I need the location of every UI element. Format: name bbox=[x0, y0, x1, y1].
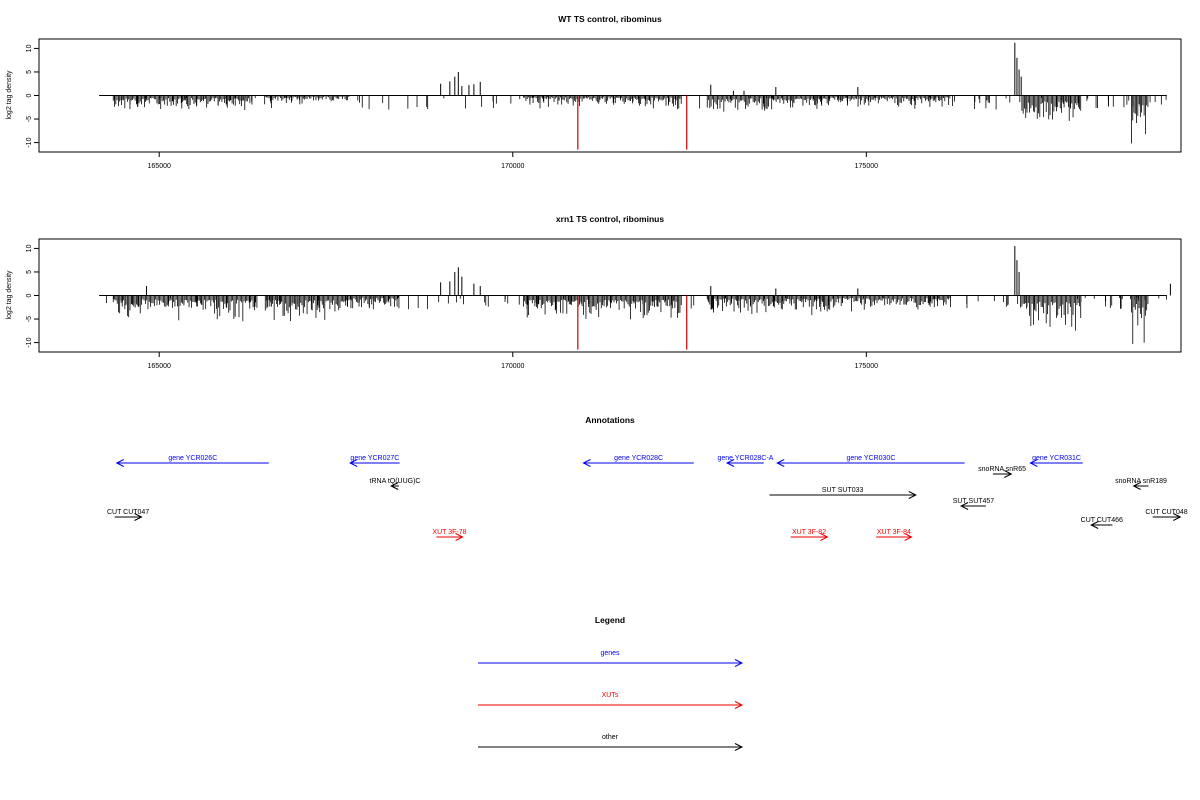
legend-label: XUTs bbox=[602, 692, 619, 699]
annotation-feature: XUT 3F-78 bbox=[432, 529, 467, 541]
feature-arrow-head bbox=[725, 459, 735, 467]
legend-panel: Legend genes XUTs other bbox=[478, 615, 744, 751]
wt-y-ticks: 10 5 0 -5 -10 bbox=[26, 44, 39, 148]
feature-label: CUT CUT466 bbox=[1081, 517, 1123, 524]
feature-label: CUT CUT048 bbox=[1145, 509, 1187, 516]
y-tick-label: 10 bbox=[26, 44, 33, 52]
feature-arrow-head bbox=[134, 513, 143, 521]
feature-label: tRNA tQ(UUG)C bbox=[370, 478, 421, 485]
legend-label: genes bbox=[600, 650, 620, 657]
legend-title: Legend bbox=[595, 615, 625, 625]
feature-arrow-head bbox=[115, 459, 125, 467]
legend-label: other bbox=[602, 734, 619, 741]
annotations-title: Annotations bbox=[585, 415, 635, 425]
y-tick-label: -5 bbox=[26, 316, 33, 322]
xrn1-track-panel: xrn1 TS control, ribominus log2 tag dens… bbox=[6, 214, 1182, 370]
feature-arrow-head bbox=[349, 459, 358, 467]
feature-arrow-head bbox=[582, 459, 591, 467]
feature-label: gene YCR028C bbox=[614, 455, 663, 462]
feature-arrow-head bbox=[1132, 482, 1141, 490]
wt-x-ticks: 165000 170000 175000 bbox=[148, 152, 878, 170]
y-tick-label: -10 bbox=[26, 337, 33, 347]
legend-arrow-head bbox=[734, 743, 744, 751]
feature-label: gene YCR030C bbox=[846, 455, 895, 462]
feature-arrow-head bbox=[1029, 459, 1038, 467]
feature-arrow-head bbox=[1004, 470, 1013, 478]
x-tick-label: 165000 bbox=[148, 163, 171, 170]
feature-arrow-head bbox=[390, 482, 399, 490]
feature-label: XUT 3F-78 bbox=[432, 529, 466, 536]
y-tick-label: 0 bbox=[26, 293, 33, 297]
annotations-panel: Annotations gene YCR026C gene YCR027C gene… bbox=[107, 415, 1188, 541]
feature-arrow-head bbox=[959, 502, 969, 510]
legend-entry: XUTs bbox=[478, 692, 744, 709]
y-tick-label: -10 bbox=[26, 137, 33, 147]
annotation-feature: tRNA tQ(UUG)C bbox=[370, 478, 421, 490]
y-tick-label: 5 bbox=[26, 70, 33, 74]
feature-label: snoRNA snR65 bbox=[978, 466, 1026, 473]
annotation-feature: gene YCR026C bbox=[115, 455, 269, 467]
annotation-feature: CUT CUT466 bbox=[1081, 517, 1123, 529]
annotation-feature: gene YCR030C bbox=[776, 455, 965, 467]
feature-label: XUT 3F-82 bbox=[792, 529, 826, 536]
legend-arrow-head bbox=[734, 659, 744, 667]
y-tick-label: 0 bbox=[26, 93, 33, 97]
annotation-feature: gene YCR031C bbox=[1029, 455, 1083, 467]
legend-entry: genes bbox=[478, 650, 744, 667]
annotation-feature: gene YCR028C bbox=[582, 455, 694, 467]
x-tick-label: 170000 bbox=[501, 163, 524, 170]
xrn1-signal-bars bbox=[99, 246, 1171, 350]
feature-arrow-head bbox=[908, 491, 917, 499]
annotation-feature: XUT 3F-84 bbox=[876, 529, 913, 541]
feature-arrow-head bbox=[776, 459, 785, 467]
xrn1-track-title: xrn1 TS control, ribominus bbox=[556, 214, 664, 224]
wt-track-panel: WT TS control, ribominus log2 tag densit… bbox=[6, 14, 1182, 170]
annotation-feature: SUT SUT457 bbox=[953, 498, 995, 510]
annotation-feature: snoRNA snR65 bbox=[978, 466, 1026, 478]
xrn1-y-axis-label: log2 tag density bbox=[6, 270, 13, 320]
xrn1-x-ticks: 165000 170000 175000 bbox=[148, 352, 878, 370]
xrn1-y-ticks: 10 5 0 -5 -10 bbox=[26, 244, 39, 348]
annotation-feature: gene YCR027C bbox=[349, 455, 400, 467]
annotation-feature: gene YCR028C-A bbox=[717, 455, 774, 467]
wt-y-axis-label: log2 tag density bbox=[6, 70, 13, 120]
annotation-feature: CUT CUT047 bbox=[107, 509, 149, 521]
feature-label: XUT 3F-84 bbox=[877, 529, 911, 536]
annotation-feature: CUT CUT048 bbox=[1145, 509, 1188, 521]
feature-arrow-head bbox=[1173, 513, 1182, 521]
feature-label: gene YCR028C-A bbox=[717, 455, 773, 462]
legend-entry: other bbox=[478, 734, 744, 751]
x-tick-label: 170000 bbox=[501, 363, 524, 370]
wt-track-title: WT TS control, ribominus bbox=[558, 14, 662, 24]
y-tick-label: -5 bbox=[26, 116, 33, 122]
legend-arrow-head bbox=[734, 701, 744, 709]
feature-label: gene YCR027C bbox=[350, 455, 399, 462]
feature-arrow-head bbox=[904, 533, 913, 541]
feature-arrow-head bbox=[1090, 521, 1099, 529]
feature-label: gene YCR031C bbox=[1032, 455, 1081, 462]
annotation-feature: XUT 3F-82 bbox=[790, 529, 829, 541]
feature-arrow-head bbox=[455, 533, 464, 541]
feature-label: gene YCR026C bbox=[168, 455, 217, 462]
annotation-feature: snoRNA snR189 bbox=[1115, 478, 1167, 490]
x-tick-label: 175000 bbox=[855, 363, 878, 370]
feature-arrow-head bbox=[820, 533, 829, 541]
y-tick-label: 5 bbox=[26, 270, 33, 274]
x-tick-label: 175000 bbox=[855, 163, 878, 170]
wt-signal-bars bbox=[99, 42, 1167, 150]
feature-label: SUT SUT457 bbox=[953, 498, 995, 505]
feature-label: SUT SUT033 bbox=[822, 487, 864, 494]
annotation-feature: SUT SUT033 bbox=[769, 487, 917, 499]
feature-label: CUT CUT047 bbox=[107, 509, 149, 516]
y-tick-label: 10 bbox=[26, 244, 33, 252]
legend-entries: genes XUTs other bbox=[478, 650, 744, 751]
annotation-features: gene YCR026C gene YCR027C gene YCR028C gene… bbox=[107, 455, 1188, 541]
x-tick-label: 165000 bbox=[148, 363, 171, 370]
feature-label: snoRNA snR189 bbox=[1115, 478, 1167, 485]
